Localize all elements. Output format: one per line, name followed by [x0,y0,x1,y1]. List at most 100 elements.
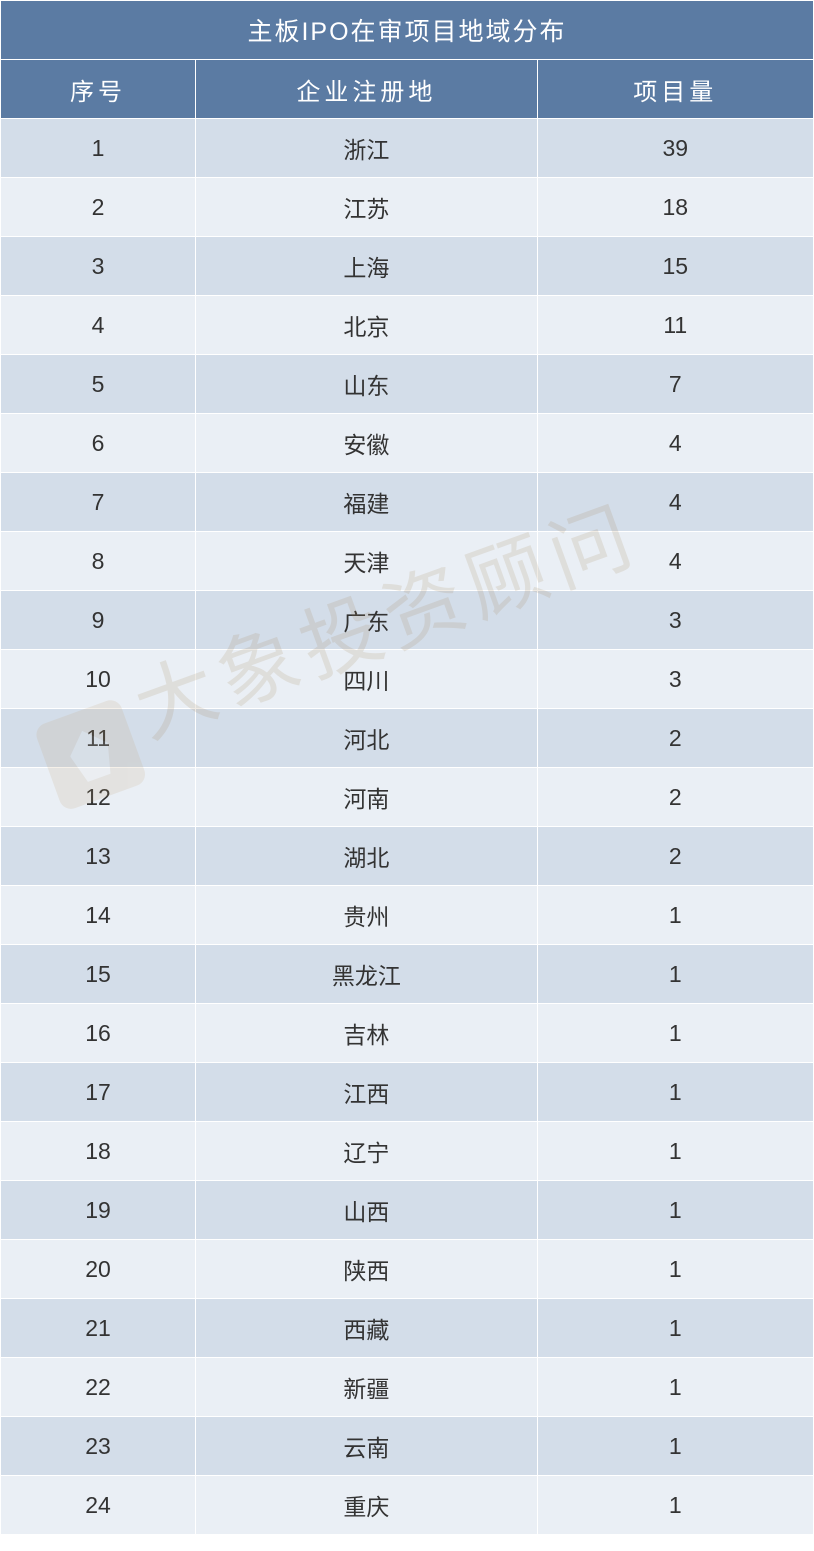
cell-index: 7 [1,473,196,532]
cell-count: 1 [537,1358,813,1417]
cell-count: 2 [537,709,813,768]
cell-count: 11 [537,296,813,355]
table-row: 1浙江39 [1,119,814,178]
table-row: 18辽宁1 [1,1122,814,1181]
cell-region: 山西 [196,1181,537,1240]
cell-index: 21 [1,1299,196,1358]
table-body: 1浙江392江苏183上海154北京115山东76安徽47福建48天津49广东3… [1,119,814,1535]
table-row: 15黑龙江1 [1,945,814,1004]
cell-index: 11 [1,709,196,768]
table-row: 16吉林1 [1,1004,814,1063]
cell-region: 吉林 [196,1004,537,1063]
ipo-region-table: 主板IPO在审项目地域分布 序号 企业注册地 项目量 1浙江392江苏183上海… [0,0,814,1535]
cell-index: 14 [1,886,196,945]
table-row: 11河北2 [1,709,814,768]
cell-index: 17 [1,1063,196,1122]
table-row: 6安徽4 [1,414,814,473]
cell-index: 6 [1,414,196,473]
cell-region: 江西 [196,1063,537,1122]
cell-count: 1 [537,1476,813,1535]
table-title-row: 主板IPO在审项目地域分布 [1,1,814,60]
cell-region: 西藏 [196,1299,537,1358]
cell-index: 1 [1,119,196,178]
table-row: 23云南1 [1,1417,814,1476]
cell-count: 1 [537,1417,813,1476]
cell-count: 7 [537,355,813,414]
table-row: 21西藏1 [1,1299,814,1358]
cell-region: 黑龙江 [196,945,537,1004]
cell-count: 4 [537,532,813,591]
cell-region: 天津 [196,532,537,591]
cell-region: 新疆 [196,1358,537,1417]
cell-index: 2 [1,178,196,237]
table-title: 主板IPO在审项目地域分布 [1,1,814,60]
cell-index: 13 [1,827,196,886]
cell-count: 1 [537,1063,813,1122]
col-header-region: 企业注册地 [196,60,537,119]
cell-count: 1 [537,945,813,1004]
table-row: 17江西1 [1,1063,814,1122]
cell-index: 22 [1,1358,196,1417]
cell-region: 上海 [196,237,537,296]
table-row: 9广东3 [1,591,814,650]
cell-region: 陕西 [196,1240,537,1299]
table-row: 10四川3 [1,650,814,709]
table-row: 4北京11 [1,296,814,355]
cell-region: 浙江 [196,119,537,178]
cell-region: 四川 [196,650,537,709]
cell-count: 3 [537,591,813,650]
table-row: 3上海15 [1,237,814,296]
cell-region: 河北 [196,709,537,768]
cell-region: 山东 [196,355,537,414]
cell-count: 4 [537,414,813,473]
table-row: 8天津4 [1,532,814,591]
cell-region: 贵州 [196,886,537,945]
cell-region: 辽宁 [196,1122,537,1181]
cell-index: 18 [1,1122,196,1181]
cell-index: 3 [1,237,196,296]
cell-region: 重庆 [196,1476,537,1535]
cell-region: 安徽 [196,414,537,473]
cell-count: 1 [537,1299,813,1358]
cell-count: 4 [537,473,813,532]
cell-count: 1 [537,1122,813,1181]
table-row: 13湖北2 [1,827,814,886]
cell-index: 10 [1,650,196,709]
table-row: 19山西1 [1,1181,814,1240]
table-row: 24重庆1 [1,1476,814,1535]
cell-index: 15 [1,945,196,1004]
cell-index: 8 [1,532,196,591]
cell-region: 广东 [196,591,537,650]
cell-count: 1 [537,886,813,945]
cell-index: 24 [1,1476,196,1535]
table-wrapper: 主板IPO在审项目地域分布 序号 企业注册地 项目量 1浙江392江苏183上海… [0,0,814,1535]
table-row: 2江苏18 [1,178,814,237]
cell-index: 19 [1,1181,196,1240]
table-row: 22新疆1 [1,1358,814,1417]
cell-index: 9 [1,591,196,650]
col-header-count: 项目量 [537,60,813,119]
cell-region: 北京 [196,296,537,355]
table-row: 20陕西1 [1,1240,814,1299]
cell-count: 3 [537,650,813,709]
cell-count: 2 [537,827,813,886]
cell-region: 福建 [196,473,537,532]
cell-index: 20 [1,1240,196,1299]
cell-region: 湖北 [196,827,537,886]
cell-index: 4 [1,296,196,355]
table-row: 14贵州1 [1,886,814,945]
cell-count: 1 [537,1004,813,1063]
cell-count: 1 [537,1181,813,1240]
table-header-row: 序号 企业注册地 项目量 [1,60,814,119]
cell-region: 云南 [196,1417,537,1476]
col-header-index: 序号 [1,60,196,119]
table-row: 7福建4 [1,473,814,532]
cell-index: 16 [1,1004,196,1063]
cell-count: 39 [537,119,813,178]
table-row: 5山东7 [1,355,814,414]
cell-index: 12 [1,768,196,827]
cell-count: 2 [537,768,813,827]
cell-count: 15 [537,237,813,296]
cell-count: 1 [537,1240,813,1299]
cell-region: 河南 [196,768,537,827]
